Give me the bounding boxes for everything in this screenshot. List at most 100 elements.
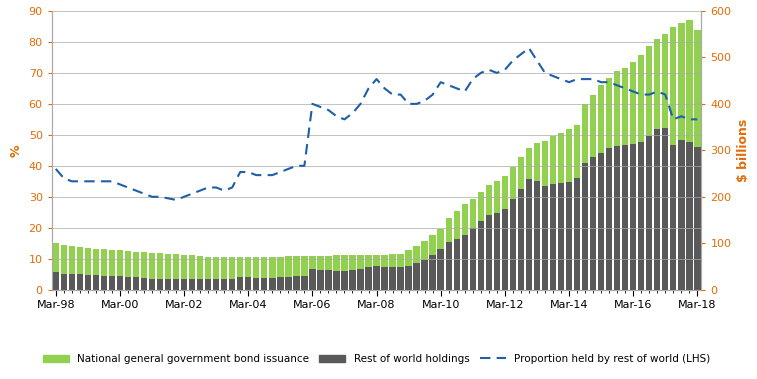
Bar bbox=[189, 279, 195, 290]
Bar bbox=[357, 269, 363, 290]
Bar bbox=[309, 256, 316, 290]
Bar bbox=[525, 179, 532, 290]
Bar bbox=[446, 242, 452, 290]
Bar bbox=[422, 260, 428, 290]
Bar bbox=[366, 255, 372, 290]
Bar bbox=[422, 241, 428, 290]
Bar bbox=[333, 255, 340, 290]
Bar bbox=[341, 271, 347, 290]
Bar bbox=[670, 145, 677, 290]
Bar bbox=[630, 144, 637, 290]
Bar bbox=[453, 211, 460, 290]
Bar bbox=[349, 270, 356, 290]
Bar bbox=[469, 199, 476, 290]
Bar bbox=[181, 279, 187, 290]
Bar bbox=[373, 255, 380, 290]
Bar bbox=[598, 153, 604, 290]
Bar bbox=[614, 71, 620, 290]
Bar bbox=[197, 279, 204, 290]
Bar bbox=[494, 213, 500, 290]
Bar bbox=[638, 142, 644, 290]
Bar bbox=[52, 243, 59, 290]
Bar bbox=[213, 257, 220, 290]
Bar bbox=[429, 235, 436, 290]
Bar bbox=[397, 268, 403, 290]
Bar bbox=[157, 279, 164, 290]
Bar bbox=[92, 249, 99, 290]
Bar bbox=[293, 256, 300, 290]
Bar bbox=[317, 270, 324, 290]
Bar bbox=[237, 277, 244, 290]
Bar bbox=[197, 256, 204, 290]
Bar bbox=[550, 136, 556, 290]
Bar bbox=[486, 185, 492, 290]
Bar bbox=[301, 276, 307, 290]
Bar bbox=[382, 267, 388, 290]
Bar bbox=[261, 257, 267, 290]
Bar bbox=[132, 277, 139, 290]
Bar bbox=[590, 157, 597, 290]
Bar bbox=[245, 257, 251, 290]
Bar bbox=[389, 254, 396, 290]
Bar bbox=[101, 276, 107, 290]
Bar bbox=[598, 85, 604, 290]
Bar bbox=[406, 250, 412, 290]
Bar bbox=[606, 78, 612, 290]
Bar bbox=[125, 277, 131, 290]
Bar bbox=[446, 218, 452, 290]
Bar bbox=[229, 257, 235, 290]
Bar bbox=[389, 268, 396, 290]
Bar bbox=[253, 278, 260, 290]
Bar bbox=[165, 254, 171, 290]
Bar bbox=[366, 267, 372, 290]
Bar bbox=[333, 271, 340, 290]
Bar bbox=[61, 245, 67, 290]
Bar bbox=[534, 143, 540, 290]
Bar bbox=[438, 229, 444, 290]
Bar bbox=[518, 157, 524, 290]
Bar bbox=[221, 257, 227, 290]
Bar bbox=[213, 279, 220, 290]
Bar bbox=[229, 279, 235, 290]
Bar bbox=[502, 209, 508, 290]
Bar bbox=[565, 182, 572, 290]
Bar bbox=[141, 252, 147, 290]
Bar bbox=[478, 192, 484, 290]
Bar bbox=[117, 250, 123, 290]
Bar bbox=[662, 34, 668, 290]
Bar bbox=[509, 199, 516, 290]
Bar bbox=[413, 246, 420, 290]
Bar bbox=[357, 255, 363, 290]
Bar bbox=[694, 30, 700, 290]
Bar bbox=[173, 254, 179, 290]
Bar bbox=[486, 215, 492, 290]
Bar bbox=[397, 254, 403, 290]
Bar bbox=[61, 274, 67, 290]
Bar bbox=[69, 246, 75, 290]
Bar bbox=[85, 248, 91, 290]
Bar bbox=[221, 279, 227, 290]
Bar bbox=[301, 256, 307, 290]
Y-axis label: %: % bbox=[10, 144, 23, 157]
Bar bbox=[502, 176, 508, 290]
Bar bbox=[76, 246, 83, 290]
Bar bbox=[582, 163, 588, 290]
Bar bbox=[285, 277, 291, 290]
Bar bbox=[646, 136, 653, 290]
Bar bbox=[85, 275, 91, 290]
Bar bbox=[558, 133, 564, 290]
Bar bbox=[574, 125, 581, 290]
Bar bbox=[453, 239, 460, 290]
Bar bbox=[686, 20, 693, 290]
Bar bbox=[92, 275, 99, 290]
Bar bbox=[269, 278, 276, 290]
Bar bbox=[253, 257, 260, 290]
Bar bbox=[582, 104, 588, 290]
Bar bbox=[141, 278, 147, 290]
Bar bbox=[638, 55, 644, 290]
Bar bbox=[277, 257, 284, 290]
Bar bbox=[542, 141, 548, 290]
Bar bbox=[429, 255, 436, 290]
Bar bbox=[518, 189, 524, 290]
Bar bbox=[606, 148, 612, 290]
